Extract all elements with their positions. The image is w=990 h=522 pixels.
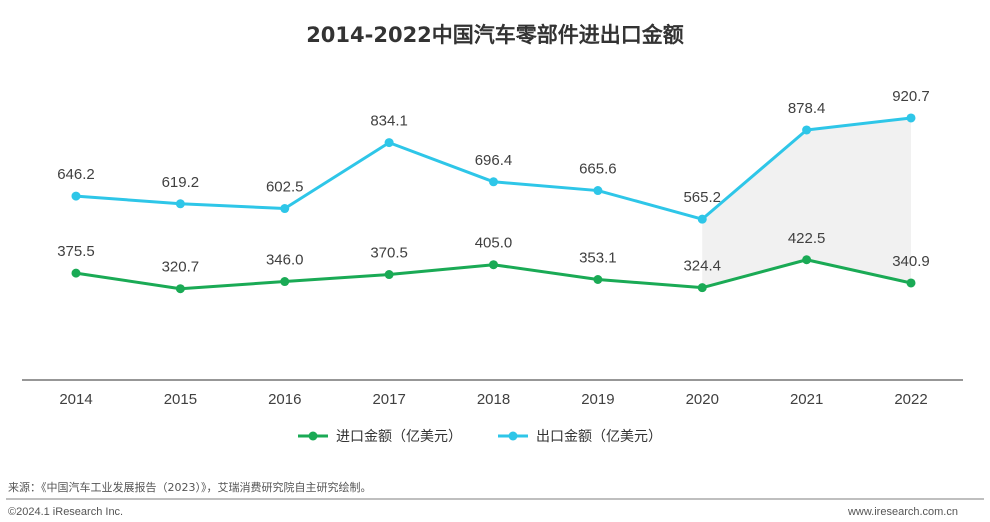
import-point-2020 <box>697 283 707 293</box>
legend: 进口金额（亿美元） 出口金额（亿美元） <box>298 429 662 445</box>
import-label-2021: 422.5 <box>788 230 826 247</box>
import-label-2014: 375.5 <box>57 243 95 260</box>
export-label-2015: 619.2 <box>162 174 200 191</box>
export-point-2021 <box>802 125 812 135</box>
export-legend-marker <box>508 431 518 441</box>
export-point-2014 <box>71 191 81 201</box>
export-point-2018 <box>489 177 498 187</box>
website-text: www.iresearch.com.cn <box>847 506 958 518</box>
import-point-2014 <box>71 268 81 278</box>
import-point-2019 <box>593 275 603 285</box>
import-label-2020: 324.4 <box>683 258 721 275</box>
copyright-text: ©2024.1 iResearch Inc. <box>8 506 123 518</box>
import-point-2022 <box>906 278 916 288</box>
import-label-2019: 353.1 <box>579 250 617 267</box>
x-tick-2014: 2014 <box>59 391 92 408</box>
chart-title: 2014-2022中国汽车零部件进出口金额 <box>306 23 684 47</box>
export-legend-label: 出口金额（亿美元） <box>536 429 662 445</box>
export-label-2021: 878.4 <box>788 100 826 117</box>
export-label-2019: 665.6 <box>579 161 617 178</box>
import-legend-label: 进口金额（亿美元） <box>336 429 462 445</box>
x-tick-2018: 2018 <box>477 391 510 408</box>
export-label-2018: 696.4 <box>475 152 513 169</box>
highlight-area <box>702 117 911 288</box>
import-label-2018: 405.0 <box>475 235 513 252</box>
export-label-2016: 602.5 <box>266 179 304 196</box>
x-tick-2022: 2022 <box>894 391 927 408</box>
import-point-2017 <box>384 270 394 280</box>
x-tick-2015: 2015 <box>164 391 197 408</box>
import-legend-marker <box>308 431 318 441</box>
x-tick-2019: 2019 <box>581 391 614 408</box>
export-point-2022 <box>906 113 916 123</box>
import-point-2021 <box>802 255 812 265</box>
import-label-2022: 340.9 <box>892 253 930 270</box>
export-label-2014: 646.2 <box>57 166 95 183</box>
export-point-2015 <box>175 199 185 209</box>
x-tick-2016: 2016 <box>268 391 301 408</box>
import-point-2015 <box>175 284 185 294</box>
source-note: 来源：《中国汽车工业发展报告（2023）》，艾瑞消费研究院自主研究绘制。 <box>8 480 372 494</box>
export-point-2020 <box>697 214 707 224</box>
export-point-2016 <box>280 204 290 214</box>
import-label-2016: 346.0 <box>266 252 304 269</box>
export-point-2019 <box>593 186 603 196</box>
export-label-2020: 565.2 <box>683 189 721 206</box>
import-label-2017: 370.5 <box>370 245 408 262</box>
export-label-2017: 834.1 <box>370 113 408 130</box>
import-point-2016 <box>280 277 290 287</box>
x-tick-2017: 2017 <box>372 391 405 408</box>
x-tick-2020: 2020 <box>686 391 719 408</box>
x-axis-ticks: 2014 2015 2016 2017 2018 2019 2020 2021 2022 <box>59 391 927 408</box>
plot-area: 375.5 320.7 346.0 370.5 405.0 353.1 324.4 422.5… <box>57 88 930 294</box>
import-label-2015: 320.7 <box>162 259 200 276</box>
export-label-2022: 920.7 <box>892 88 930 105</box>
import-point-2018 <box>489 260 498 270</box>
x-tick-2021: 2021 <box>790 391 823 408</box>
export-point-2017 <box>384 138 394 148</box>
